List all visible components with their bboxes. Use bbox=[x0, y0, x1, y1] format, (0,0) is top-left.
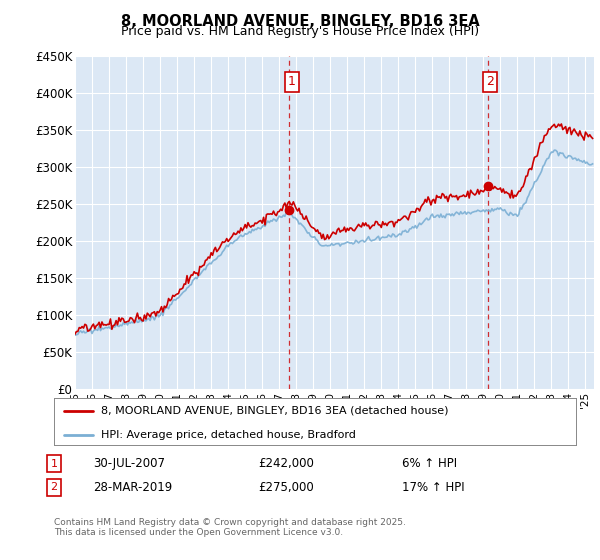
Text: 2: 2 bbox=[486, 76, 494, 88]
Text: Contains HM Land Registry data © Crown copyright and database right 2025.
This d: Contains HM Land Registry data © Crown c… bbox=[54, 518, 406, 538]
Text: 28-MAR-2019: 28-MAR-2019 bbox=[93, 480, 172, 494]
Text: HPI: Average price, detached house, Bradford: HPI: Average price, detached house, Brad… bbox=[101, 430, 356, 440]
Text: 30-JUL-2007: 30-JUL-2007 bbox=[93, 457, 165, 470]
Text: Price paid vs. HM Land Registry's House Price Index (HPI): Price paid vs. HM Land Registry's House … bbox=[121, 25, 479, 38]
Text: 17% ↑ HPI: 17% ↑ HPI bbox=[402, 480, 464, 494]
Text: 2: 2 bbox=[50, 482, 58, 492]
Text: 6% ↑ HPI: 6% ↑ HPI bbox=[402, 457, 457, 470]
Text: 1: 1 bbox=[50, 459, 58, 469]
Text: 8, MOORLAND AVENUE, BINGLEY, BD16 3EA: 8, MOORLAND AVENUE, BINGLEY, BD16 3EA bbox=[121, 14, 479, 29]
Text: £242,000: £242,000 bbox=[258, 457, 314, 470]
Text: £275,000: £275,000 bbox=[258, 480, 314, 494]
Text: 1: 1 bbox=[287, 76, 296, 88]
Text: 8, MOORLAND AVENUE, BINGLEY, BD16 3EA (detached house): 8, MOORLAND AVENUE, BINGLEY, BD16 3EA (d… bbox=[101, 406, 448, 416]
